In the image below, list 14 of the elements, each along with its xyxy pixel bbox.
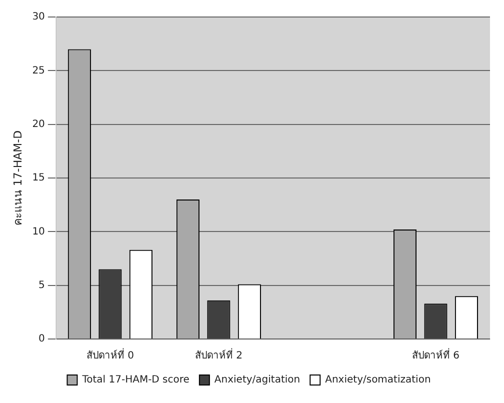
legend-label: Total 17-HAM-D score bbox=[81, 374, 190, 386]
y-tick-label: 15 bbox=[32, 172, 45, 184]
legend-label: Anxiety/agitation bbox=[214, 374, 300, 386]
x-tick-label: สัปดาห์ที่ 0 bbox=[86, 348, 134, 362]
y-tick-label: 25 bbox=[32, 65, 45, 76]
y-tick-label: 30 bbox=[32, 12, 45, 23]
y-tick-label: 5 bbox=[38, 280, 45, 291]
legend-label: Anxiety/somatization bbox=[325, 374, 431, 386]
y-tick-label: 10 bbox=[32, 226, 45, 238]
y-axis-title: คะแนน 17-HAM-D bbox=[11, 130, 24, 226]
x-tick-label: สัปดาห์ที่ 2 bbox=[194, 348, 242, 362]
y-tick-label: 0 bbox=[38, 334, 45, 345]
x-tick-label: สัปดาห์ที่ 6 bbox=[412, 348, 460, 362]
y-tick-label: 20 bbox=[32, 118, 45, 130]
